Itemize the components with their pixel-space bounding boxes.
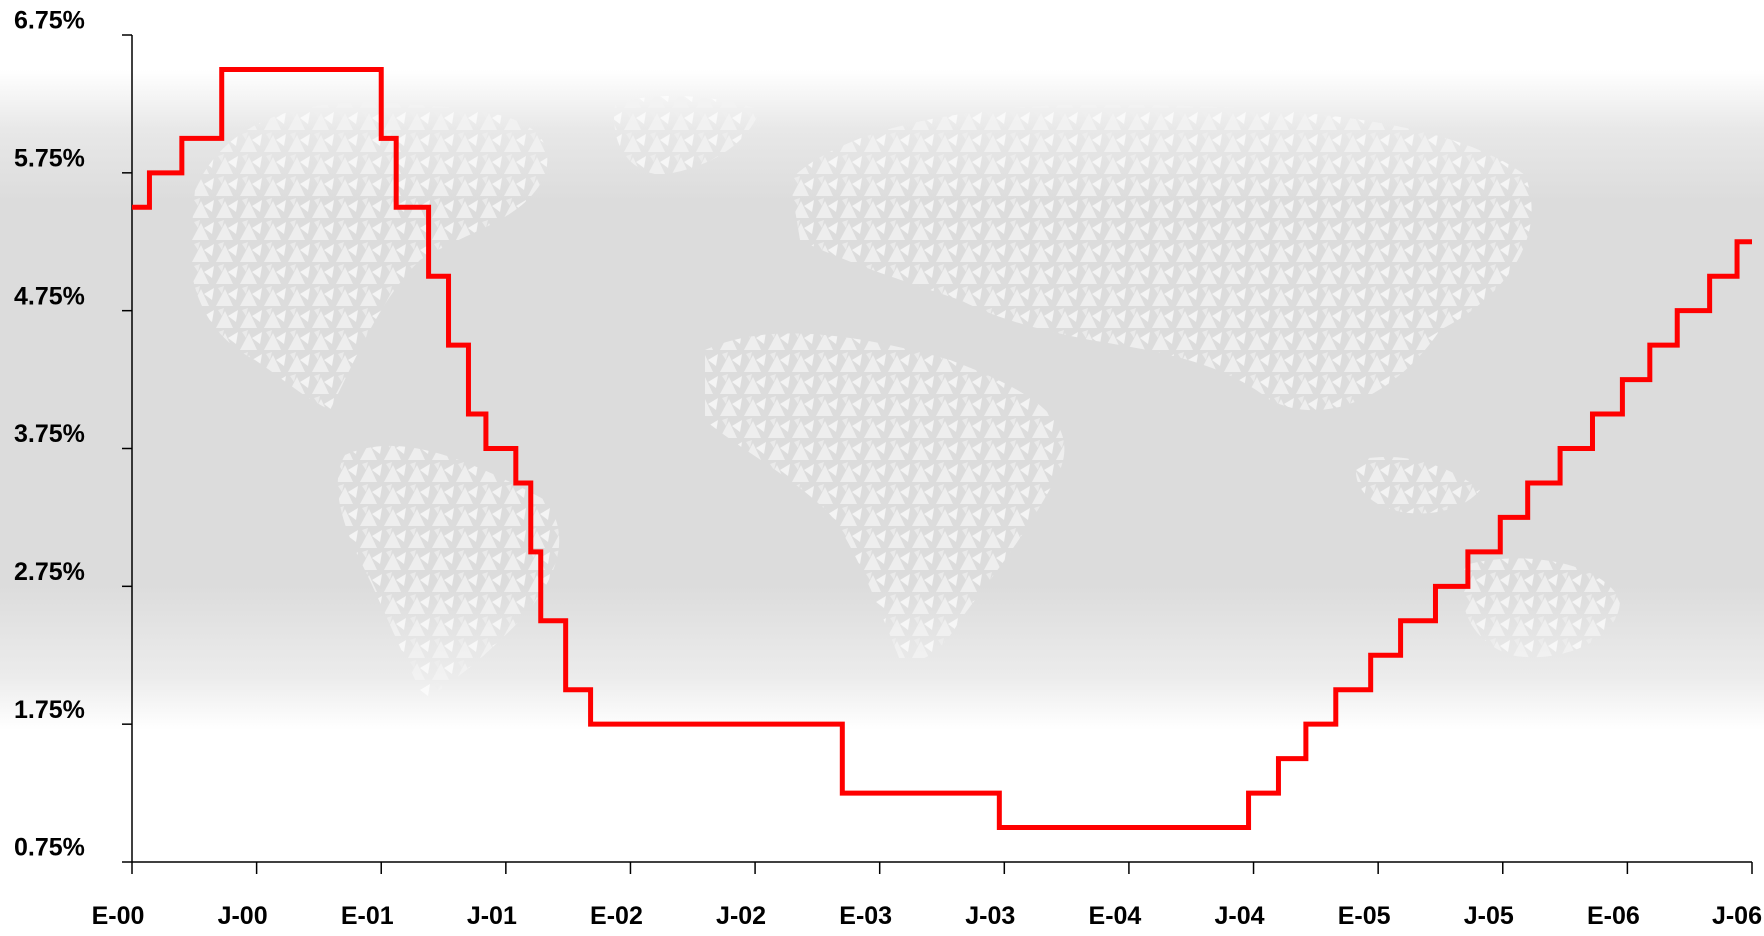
y-tick-label: 1.75% — [14, 696, 85, 724]
y-tick-label: 0.75% — [14, 834, 85, 862]
x-tick-label: J-06 — [1712, 902, 1762, 930]
y-tick-label: 4.75% — [14, 282, 85, 310]
y-tick-label: 6.75% — [14, 7, 85, 35]
x-tick-label: E-02 — [590, 902, 643, 930]
x-tick-label: E-06 — [1587, 902, 1640, 930]
x-tick-label: E-01 — [341, 902, 394, 930]
x-tick-label: J-05 — [1464, 902, 1514, 930]
y-tick-label: 2.75% — [14, 558, 85, 586]
x-tick-label: E-04 — [1089, 902, 1142, 930]
world-map-background — [0, 70, 1764, 730]
y-tick-label: 3.75% — [14, 420, 85, 448]
x-tick-label: J-03 — [965, 902, 1015, 930]
x-tick-label: E-05 — [1338, 902, 1391, 930]
x-tick-label: E-03 — [839, 902, 892, 930]
x-axis-ticks: E-00 J-00 E-01 J-01 E-02 J-02 E-03 J-03 E-04 J-04… — [92, 862, 1762, 930]
x-tick-label: J-02 — [716, 902, 766, 930]
x-tick-label: J-01 — [467, 902, 517, 930]
x-tick-label: E-00 — [92, 902, 145, 930]
y-tick-label: 5.75% — [14, 144, 85, 172]
x-tick-label: J-00 — [218, 902, 268, 930]
x-tick-label: J-04 — [1215, 902, 1265, 930]
